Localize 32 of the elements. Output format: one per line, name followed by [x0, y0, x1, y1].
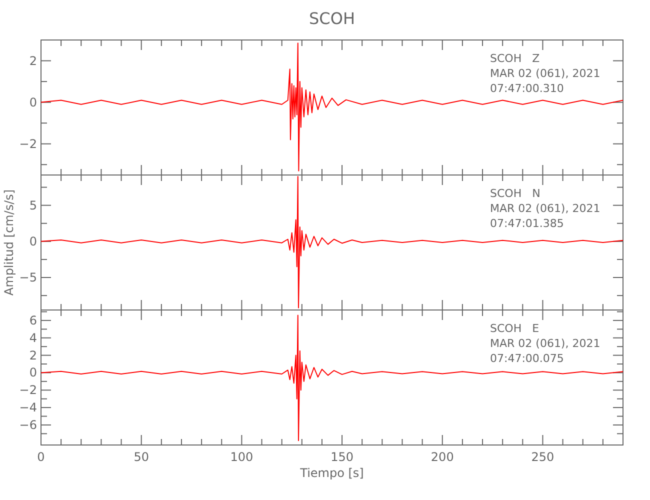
y-tick-label: 6 [29, 313, 37, 328]
x-tick-label: 100 [230, 450, 254, 464]
y-tick-label: 0 [29, 95, 37, 110]
annotation: MAR 02 (061), 2021 [490, 202, 600, 215]
annotation: SCOH N [490, 187, 540, 200]
x-tick-label: 250 [531, 450, 554, 464]
line-series [40, 314, 624, 442]
y-tick-label: 2 [29, 54, 37, 68]
x-tick-label: 50 [134, 450, 149, 464]
y-tick-label: 0 [29, 366, 37, 380]
line-series [40, 42, 624, 172]
y-tick-label: 4 [29, 330, 37, 345]
y-tick-label: 5 [29, 198, 37, 212]
y-tick-label: −6 [19, 418, 37, 432]
y-tick-label: −2 [19, 383, 37, 398]
y-axis-title: Amplitud [cm/s/s] [2, 189, 16, 296]
annotation: 07:47:00.075 [490, 352, 564, 365]
y-tick-label: −2 [19, 136, 37, 151]
annotation: MAR 02 (061), 2021 [490, 337, 600, 350]
annotation: SCOH Z [490, 52, 540, 65]
x-tick-label: 150 [330, 450, 354, 464]
annotation: 07:47:00.310 [490, 82, 564, 95]
y-tick-label: 2 [29, 348, 37, 362]
annotation: SCOH E [490, 322, 540, 335]
y-tick-label: −5 [19, 270, 37, 285]
annotation: MAR 02 (061), 2021 [490, 67, 600, 80]
chart-title: SCOH [309, 9, 355, 28]
x-axis-title: Tiempo [s] [299, 466, 364, 480]
y-tick-label: −4 [19, 400, 37, 415]
x-tick-label: 200 [430, 450, 454, 464]
y-tick-label: 0 [29, 234, 37, 248]
annotation: 07:47:01.385 [490, 217, 564, 230]
